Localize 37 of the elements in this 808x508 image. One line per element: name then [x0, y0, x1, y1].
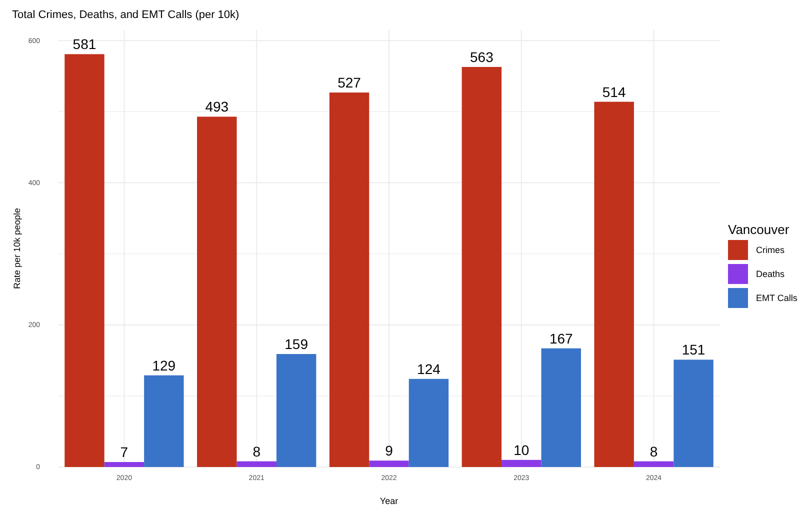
- bar: [369, 460, 409, 467]
- data-label: 129: [152, 357, 176, 374]
- bar: [594, 102, 634, 467]
- bar: [541, 348, 581, 467]
- bar: [276, 354, 316, 467]
- chart-title: Total Crimes, Deaths, and EMT Calls (per 10k): [12, 9, 240, 21]
- data-label: 167: [549, 330, 574, 346]
- bar: [329, 92, 370, 467]
- data-label: 563: [470, 48, 494, 65]
- bar: [144, 375, 184, 467]
- data-label: 514: [602, 84, 626, 100]
- bar: [634, 461, 674, 467]
- data-label: 7: [120, 444, 128, 460]
- data-label: 124: [417, 360, 441, 377]
- data-label: 8: [650, 443, 658, 460]
- data-label: 159: [284, 336, 308, 352]
- data-label: 493: [205, 98, 229, 115]
- bar: [674, 360, 714, 467]
- bar: [104, 462, 144, 467]
- data-label: 527: [338, 74, 362, 91]
- bar: [236, 461, 276, 467]
- data-label: 151: [682, 342, 706, 358]
- legend-label: Crimes: [756, 244, 785, 255]
- bar: [64, 54, 104, 467]
- data-label: 10: [514, 442, 530, 458]
- bar: [502, 460, 542, 467]
- data-label: 9: [385, 442, 394, 459]
- legend-title: Vancouver: [728, 222, 790, 237]
- data-label: 581: [72, 36, 96, 52]
- bar: [408, 378, 449, 467]
- data-label: 8: [252, 443, 261, 460]
- legend-label: EMT Calls: [756, 292, 798, 303]
- legend-label: Deaths: [756, 268, 786, 279]
- y-axis-title: Rate per 10k people: [12, 208, 22, 290]
- x-axis-title: Year: [380, 496, 398, 506]
- bar: [197, 116, 237, 467]
- bar: [462, 66, 502, 467]
